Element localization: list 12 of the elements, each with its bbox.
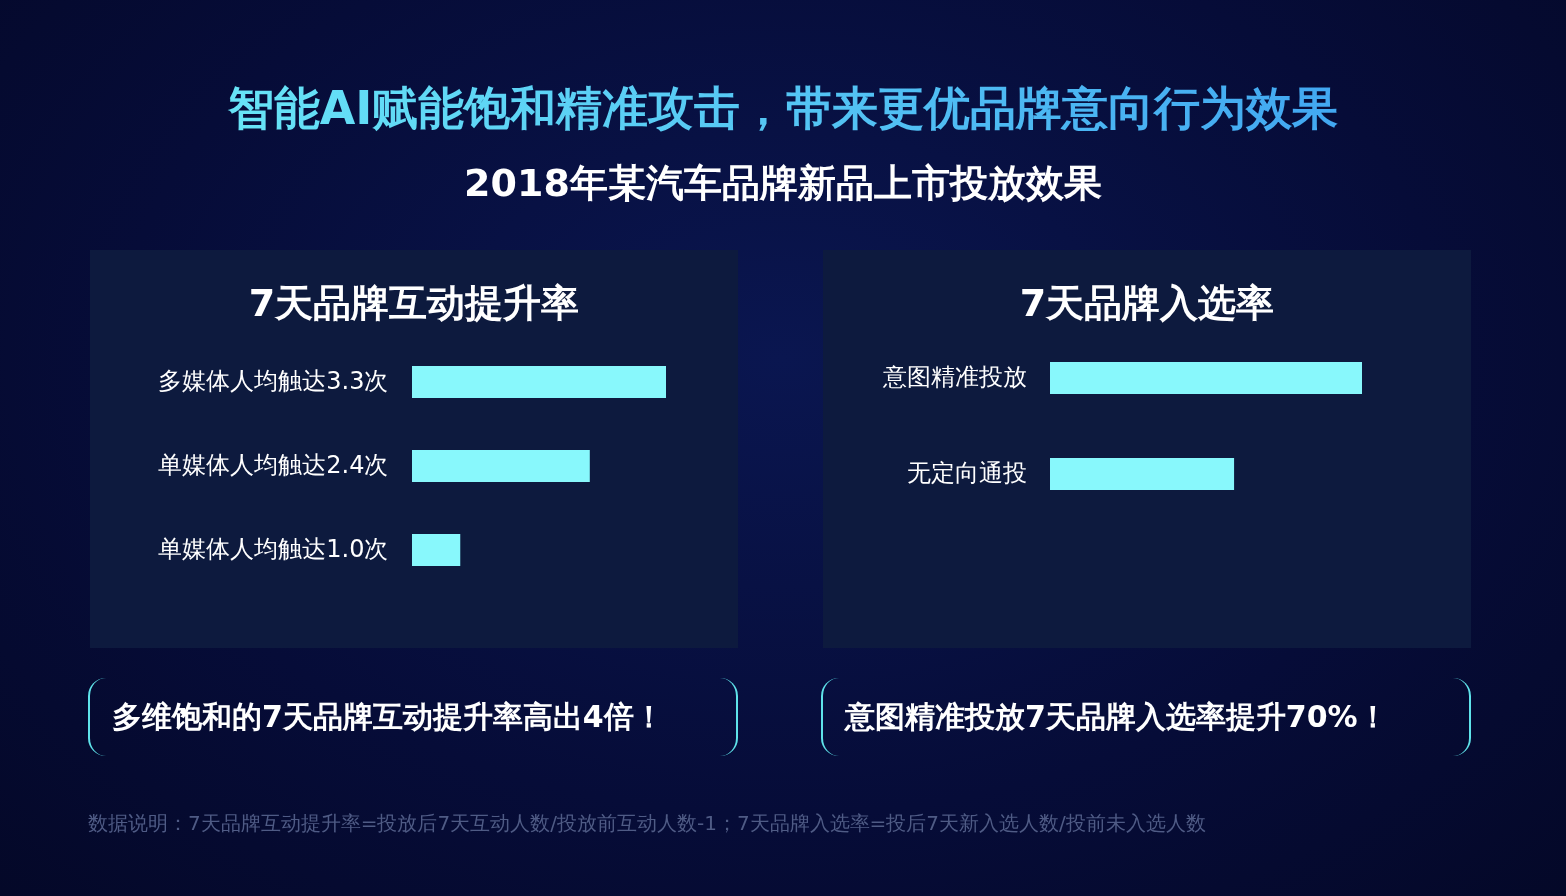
chart-title: 7天品牌入选率 bbox=[1018, 280, 1276, 327]
y-tick-label: 意图精准投放 bbox=[881, 363, 1027, 391]
text: 意图精准投放7天品牌入选率提升70%！ bbox=[821, 678, 1471, 756]
text: 多维饱和的7天品牌互动提升率高出4倍！ bbox=[88, 678, 738, 756]
chart-title: 7天品牌互动提升率 bbox=[247, 280, 581, 327]
text: 智能AI赋能饱和精准攻击，带来更优品牌意向行为效果 bbox=[0, 78, 1566, 140]
text: 2018年某汽车品牌新品上市投放效果 bbox=[463, 160, 1103, 207]
y-tick-label: 多媒体人均触达3.3次 bbox=[158, 367, 389, 395]
y-tick-label: 无定向通投 bbox=[906, 459, 1027, 487]
text: 数据说明：7天品牌互动提升率=投放后7天互动人数/投放前互动人数-1；7天品牌入选率=投后7天新入选人数/投前未入选人数 bbox=[88, 810, 1206, 837]
y-tick-label: 单媒体人均触达1.0次 bbox=[158, 535, 389, 563]
y-tick-label: 单媒体人均触达2.4次 bbox=[158, 451, 389, 479]
